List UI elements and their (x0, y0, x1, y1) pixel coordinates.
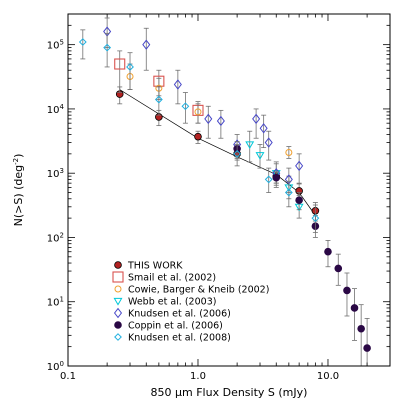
data-point (295, 160, 304, 172)
x-tick-label: 10.0 (317, 371, 339, 382)
data-point (284, 188, 293, 197)
data-point (285, 148, 293, 156)
data-point (173, 79, 182, 90)
legend-label: Cowie, Barger & Kneib (2002) (128, 285, 269, 296)
data-point (324, 247, 332, 256)
legend-marker (113, 297, 123, 306)
legend-label: Knudsen et al. (2006) (128, 309, 231, 320)
legend-entry-2: Cowie, Barger & Kneib (2002) (114, 285, 269, 296)
axes: 0.1 1.0 10.0 100 101 102 103 104 105 (47, 13, 391, 382)
legend-marker (114, 285, 122, 293)
legend-entry-0: THIS WORK (114, 261, 183, 272)
series-6 (78, 29, 320, 233)
data-point (259, 123, 268, 134)
data-point (103, 43, 112, 52)
legend-label: THIS WORK (127, 261, 183, 272)
fit-line (119, 89, 316, 216)
legend-marker (114, 261, 122, 269)
y-tick-label: 100 (47, 360, 64, 373)
plot-frame (67, 13, 391, 367)
data-point (363, 344, 371, 352)
data-point (295, 196, 303, 205)
data-point (252, 113, 261, 125)
data-point (114, 58, 126, 70)
x-tick-label: 0.1 (60, 371, 76, 382)
data-point (181, 102, 190, 111)
legend-marker (114, 321, 122, 329)
y-tick-label: 104 (47, 103, 65, 116)
series-0 (115, 86, 320, 222)
data-point (204, 113, 213, 125)
y-tick-label: 101 (47, 296, 64, 309)
legend-label: Smail et al. (2002) (128, 273, 216, 284)
data-point (343, 286, 351, 295)
legend-marker (113, 307, 123, 319)
series-5 (233, 141, 371, 367)
data-point (334, 264, 343, 273)
data-point (350, 304, 359, 312)
legend-entry-4: Knudsen et al. (2006) (113, 307, 231, 320)
legend-entry-5: Coppin et al. (2006) (114, 321, 223, 332)
data-point (272, 173, 281, 182)
data-point (255, 152, 265, 160)
data-point (78, 38, 87, 46)
legend-marker (112, 271, 124, 283)
data-point (126, 63, 134, 71)
data-point (357, 324, 365, 333)
x-tick-label: 1.0 (190, 371, 206, 382)
legend-label: Coppin et al. (2006) (128, 321, 223, 332)
data-point (264, 137, 273, 148)
data-point (142, 39, 151, 50)
plot-area (78, 17, 371, 367)
y-tick-label: 105 (47, 39, 64, 52)
legend-marker (114, 333, 122, 341)
data-point (194, 132, 202, 141)
data-point (216, 115, 225, 127)
legend-entry-1: Smail et al. (2002) (112, 271, 216, 284)
y-axis-label: N(>S) (deg-2) (12, 154, 25, 227)
data-point (245, 141, 255, 150)
data-point (154, 95, 163, 104)
data-point (311, 214, 320, 223)
legend-label: Webb et al. (2003) (128, 297, 216, 308)
y-tick-label: 102 (47, 231, 64, 244)
legend-label: Knudsen et al. (2008) (128, 333, 231, 344)
legend-entry-3: Webb et al. (2003) (113, 297, 216, 308)
data-point (233, 149, 242, 158)
x-axis-label: 850 μm Flux Density S (mJy) (151, 386, 308, 399)
data-point (194, 108, 202, 116)
y-tick-label: 103 (47, 167, 64, 180)
legend-entry-6: Knudsen et al. (2008) (114, 333, 231, 344)
data-point (264, 175, 273, 184)
